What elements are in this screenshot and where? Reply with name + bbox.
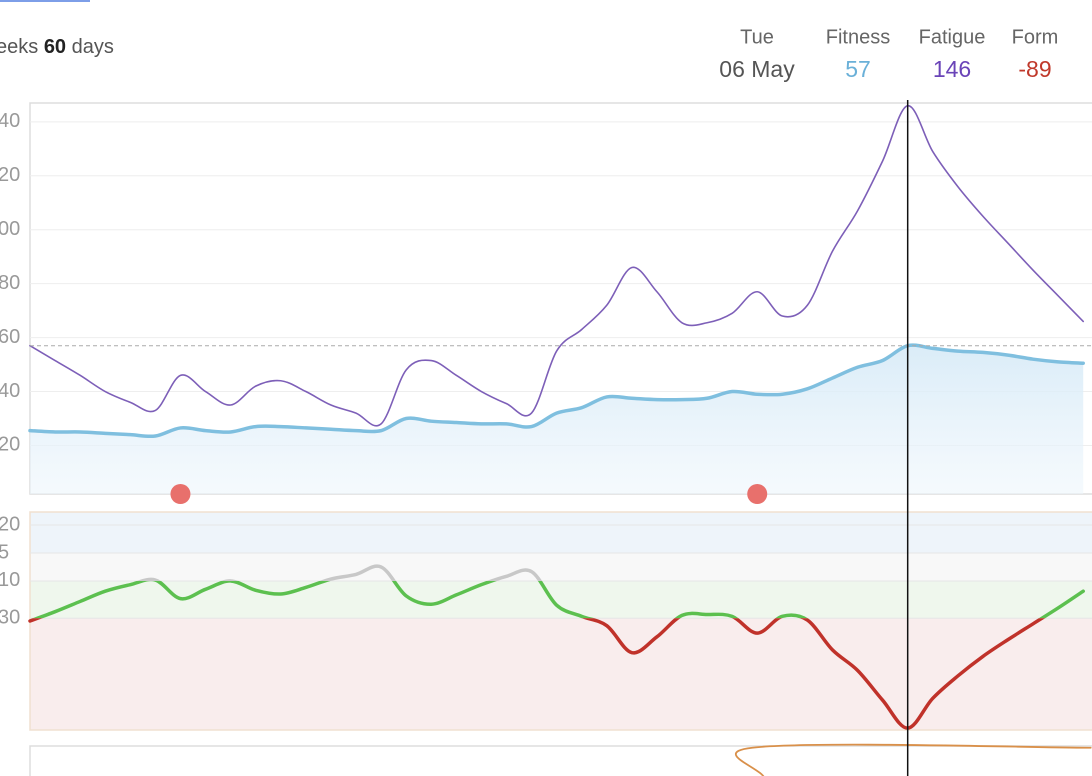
stat-value: -89 (1018, 56, 1051, 82)
stat-label: Fatigue (919, 26, 986, 48)
stat-label: Form (1012, 26, 1059, 48)
range-post: days (72, 36, 114, 58)
y-tick-label: 20 (0, 164, 20, 186)
zone-band (30, 512, 1092, 553)
zone-band (30, 552, 1092, 581)
series-line (32, 580, 1085, 619)
series-area (30, 345, 1084, 494)
stat-value: 146 (933, 56, 971, 82)
range-num: 60 (44, 36, 66, 58)
panel-frame (29, 745, 1092, 776)
stat-label: Fitness (826, 26, 890, 48)
y-tick-label: 10 (0, 569, 20, 591)
event-dot (170, 484, 191, 504)
zone-band (30, 580, 1092, 619)
y-tick-label: 20 (0, 434, 20, 456)
y-tick-label: 60 (0, 326, 20, 348)
range-pre: eeks (0, 36, 38, 58)
range-label: eeks 60 days (0, 36, 114, 58)
series-line (735, 743, 1092, 776)
y-tick-label: 00 (0, 218, 20, 240)
y-tick-label: 20 (0, 513, 20, 535)
y-tick-label: 5 (0, 541, 9, 563)
y-tick-label: 40 (0, 110, 20, 132)
date-label: 06 May (719, 56, 795, 82)
stat-value: 57 (845, 56, 871, 82)
y-tick-label: 80 (0, 272, 20, 294)
y-tick-label: 30 (0, 606, 20, 628)
y-tick-label: 40 (0, 774, 20, 776)
zone-band (30, 618, 1092, 730)
tab-indicator (0, 0, 90, 2)
event-dot (747, 484, 768, 504)
day-label: Tue (740, 26, 774, 48)
y-tick-label: 40 (0, 380, 20, 402)
